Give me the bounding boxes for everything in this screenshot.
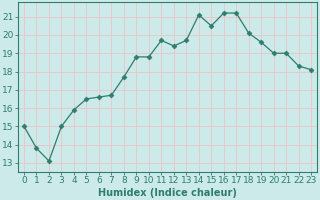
X-axis label: Humidex (Indice chaleur): Humidex (Indice chaleur) [98,188,237,198]
